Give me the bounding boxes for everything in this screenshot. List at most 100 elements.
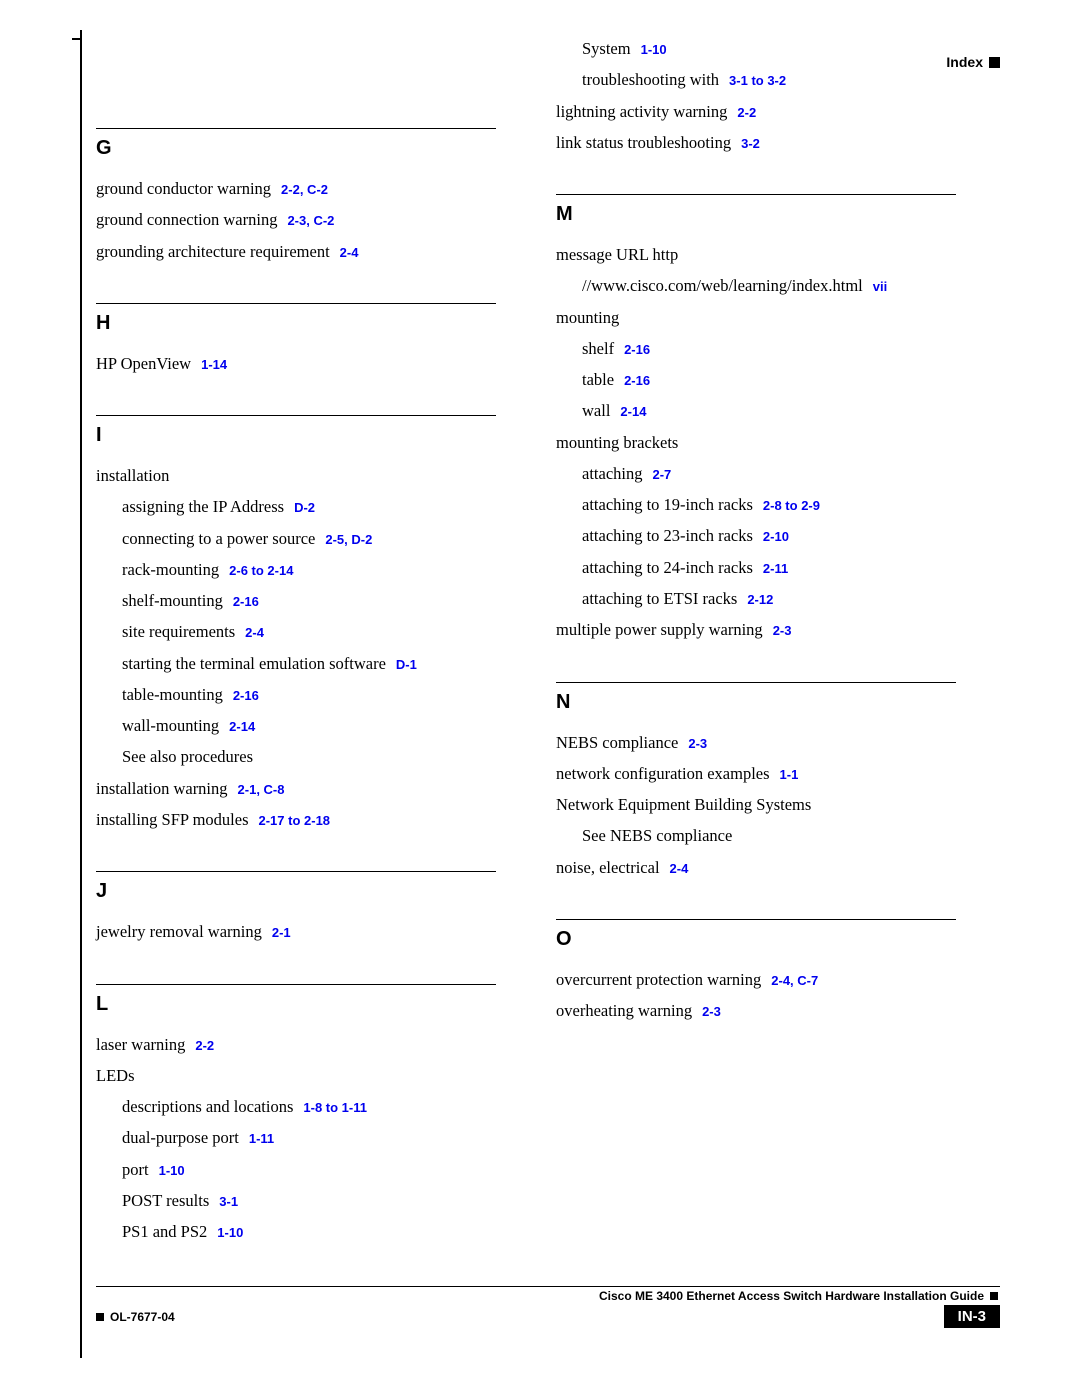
entry-ref[interactable]: 2-14 xyxy=(620,404,646,419)
index-entry: dual-purpose port1-11 xyxy=(122,1127,496,1149)
entry-ref[interactable]: 1-8 to 1-11 xyxy=(303,1100,367,1115)
page-number: IN-3 xyxy=(944,1305,1000,1328)
entry-text: System xyxy=(582,39,631,58)
entry-ref[interactable]: 2-3 xyxy=(773,623,792,638)
entry-ref[interactable]: 2-16 xyxy=(233,594,259,609)
entry-ref[interactable]: 2-14 xyxy=(229,719,255,734)
index-entry: lightning activity warning2-2 xyxy=(556,101,956,123)
index-entry: attaching to 23-inch racks2-10 xyxy=(582,525,956,547)
entry-text: port xyxy=(122,1160,149,1179)
index-entry: jewelry removal warning 2-1 xyxy=(96,921,496,943)
entry-ref[interactable]: D-2 xyxy=(294,500,315,515)
index-entry: installation warning2-1, C-8 xyxy=(96,778,496,800)
entry-ref[interactable]: vii xyxy=(873,279,887,294)
section-letter: O xyxy=(556,928,956,951)
entry-text: See also procedures xyxy=(122,747,253,766)
entry-ref[interactable]: 2-3 xyxy=(688,736,707,751)
entry-text: mounting brackets xyxy=(556,433,678,452)
entry-ref[interactable]: 2-1, C-8 xyxy=(238,782,285,797)
entry-text: //www.cisco.com/web/learning/index.html xyxy=(582,276,863,295)
entry-ref[interactable]: 1-10 xyxy=(159,1163,185,1178)
index-entry: mounting brackets xyxy=(556,432,956,454)
index-entry: port 1-10 xyxy=(122,1159,496,1181)
entry-text: site requirements xyxy=(122,622,235,641)
index-section: NNEBS compliance2-3network configuration… xyxy=(556,682,956,879)
index-entry: ground conductor warning 2-2, C-2 xyxy=(96,178,496,200)
entry-text: jewelry removal warning xyxy=(96,922,262,941)
index-entry: descriptions and locations1-8 to 1-11 xyxy=(122,1096,496,1118)
index-entry: installation xyxy=(96,465,496,487)
entry-ref[interactable]: 1-10 xyxy=(641,42,667,57)
entry-ref[interactable]: 2-3 xyxy=(702,1004,721,1019)
entry-text: troubleshooting with xyxy=(582,70,719,89)
index-entry: wall2-14 xyxy=(582,400,956,422)
entry-text: ground conductor warning xyxy=(96,179,271,198)
entry-ref[interactable]: 3-1 xyxy=(219,1194,238,1209)
entry-text: starting the terminal emulation software xyxy=(122,654,386,673)
entry-ref[interactable]: 2-16 xyxy=(624,342,650,357)
entry-ref[interactable]: 2-1 xyxy=(272,925,291,940)
entry-ref[interactable]: 2-12 xyxy=(747,592,773,607)
entry-text: NEBS compliance xyxy=(556,733,678,752)
entry-ref[interactable]: 2-16 xyxy=(624,373,650,388)
entry-text: HP OpenView xyxy=(96,354,191,373)
section-letter: J xyxy=(96,880,496,903)
index-section: Gground conductor warning2-2, C-2ground … xyxy=(96,128,496,263)
entry-text: connecting to a power source xyxy=(122,529,315,548)
entry-text: laser warning xyxy=(96,1035,185,1054)
index-entry: Network Equipment Building Systems xyxy=(556,794,956,816)
entry-ref[interactable]: 2-3, C-2 xyxy=(287,213,334,228)
entry-text: attaching to 19-inch racks xyxy=(582,495,753,514)
entry-ref[interactable]: 2-2 xyxy=(737,105,756,120)
entry-ref[interactable]: 2-4 xyxy=(670,861,689,876)
entry-text: table-mounting xyxy=(122,685,223,704)
entry-ref[interactable]: 1-10 xyxy=(217,1225,243,1240)
index-entry: NEBS compliance 2-3 xyxy=(556,732,956,754)
entry-ref[interactable]: 2-11 xyxy=(763,561,788,576)
section-letter: N xyxy=(556,691,956,714)
index-entry: starting the terminal emulation software… xyxy=(122,653,496,675)
entry-ref[interactable]: 3-2 xyxy=(741,136,760,151)
index-entry: rack-mounting2-6 to 2-14 xyxy=(122,559,496,581)
entry-ref[interactable]: D-1 xyxy=(396,657,417,672)
entry-text: LEDs xyxy=(96,1066,135,1085)
entry-ref[interactable]: 2-4 xyxy=(340,245,359,260)
index-entry: laser warning 2-2 xyxy=(96,1034,496,1056)
entry-ref[interactable]: 2-4 xyxy=(245,625,264,640)
entry-ref[interactable]: 2-17 to 2-18 xyxy=(259,813,331,828)
index-entry: message URL http xyxy=(556,244,956,266)
index-entry: connecting to a power source 2-5, D-2 xyxy=(122,528,496,550)
section-letter: M xyxy=(556,203,956,226)
entry-ref[interactable]: 1-14 xyxy=(201,357,227,372)
entry-text: attaching to ETSI racks xyxy=(582,589,737,608)
entry-ref[interactable]: 2-4, C-7 xyxy=(771,973,818,988)
entry-ref[interactable]: 1-11 xyxy=(249,1131,274,1146)
index-entry: troubleshooting with 3-1 to 3-2 xyxy=(582,69,956,91)
entry-ref[interactable]: 2-16 xyxy=(233,688,259,703)
index-entry: See also procedures xyxy=(122,746,496,768)
header-marker-icon xyxy=(989,57,1000,68)
entry-ref[interactable]: 2-10 xyxy=(763,529,789,544)
index-section: HHP OpenView1-14 xyxy=(96,303,496,375)
index-section: Oovercurrent protection warning2-4, C-7o… xyxy=(556,919,956,1023)
index-entry: site requirements 2-4 xyxy=(122,621,496,643)
index-entry: assigning the IP AddressD-2 xyxy=(122,496,496,518)
right-column: System1-10troubleshooting with3-1 to 3-2… xyxy=(556,128,956,1283)
entry-text: PS1 and PS2 xyxy=(122,1222,207,1241)
index-entry: attaching to ETSI racks 2-12 xyxy=(582,588,956,610)
entry-ref[interactable]: 2-2, C-2 xyxy=(281,182,328,197)
entry-text: shelf-mounting xyxy=(122,591,223,610)
index-entry: wall-mounting2-14 xyxy=(122,715,496,737)
index-entry: POST results3-1 xyxy=(122,1190,496,1212)
entry-ref[interactable]: 2-2 xyxy=(195,1038,214,1053)
entry-ref[interactable]: 2-6 to 2-14 xyxy=(229,563,293,578)
index-entry: LEDs xyxy=(96,1065,496,1087)
entry-text: Network Equipment Building Systems xyxy=(556,795,811,814)
index-entry: HP OpenView 1-14 xyxy=(96,353,496,375)
entry-ref[interactable]: 2-5, D-2 xyxy=(325,532,372,547)
entry-ref[interactable]: 1-1 xyxy=(780,767,799,782)
entry-text: table xyxy=(582,370,614,389)
entry-ref[interactable]: 2-8 to 2-9 xyxy=(763,498,820,513)
entry-ref[interactable]: 2-7 xyxy=(652,467,671,482)
entry-ref[interactable]: 3-1 to 3-2 xyxy=(729,73,786,88)
